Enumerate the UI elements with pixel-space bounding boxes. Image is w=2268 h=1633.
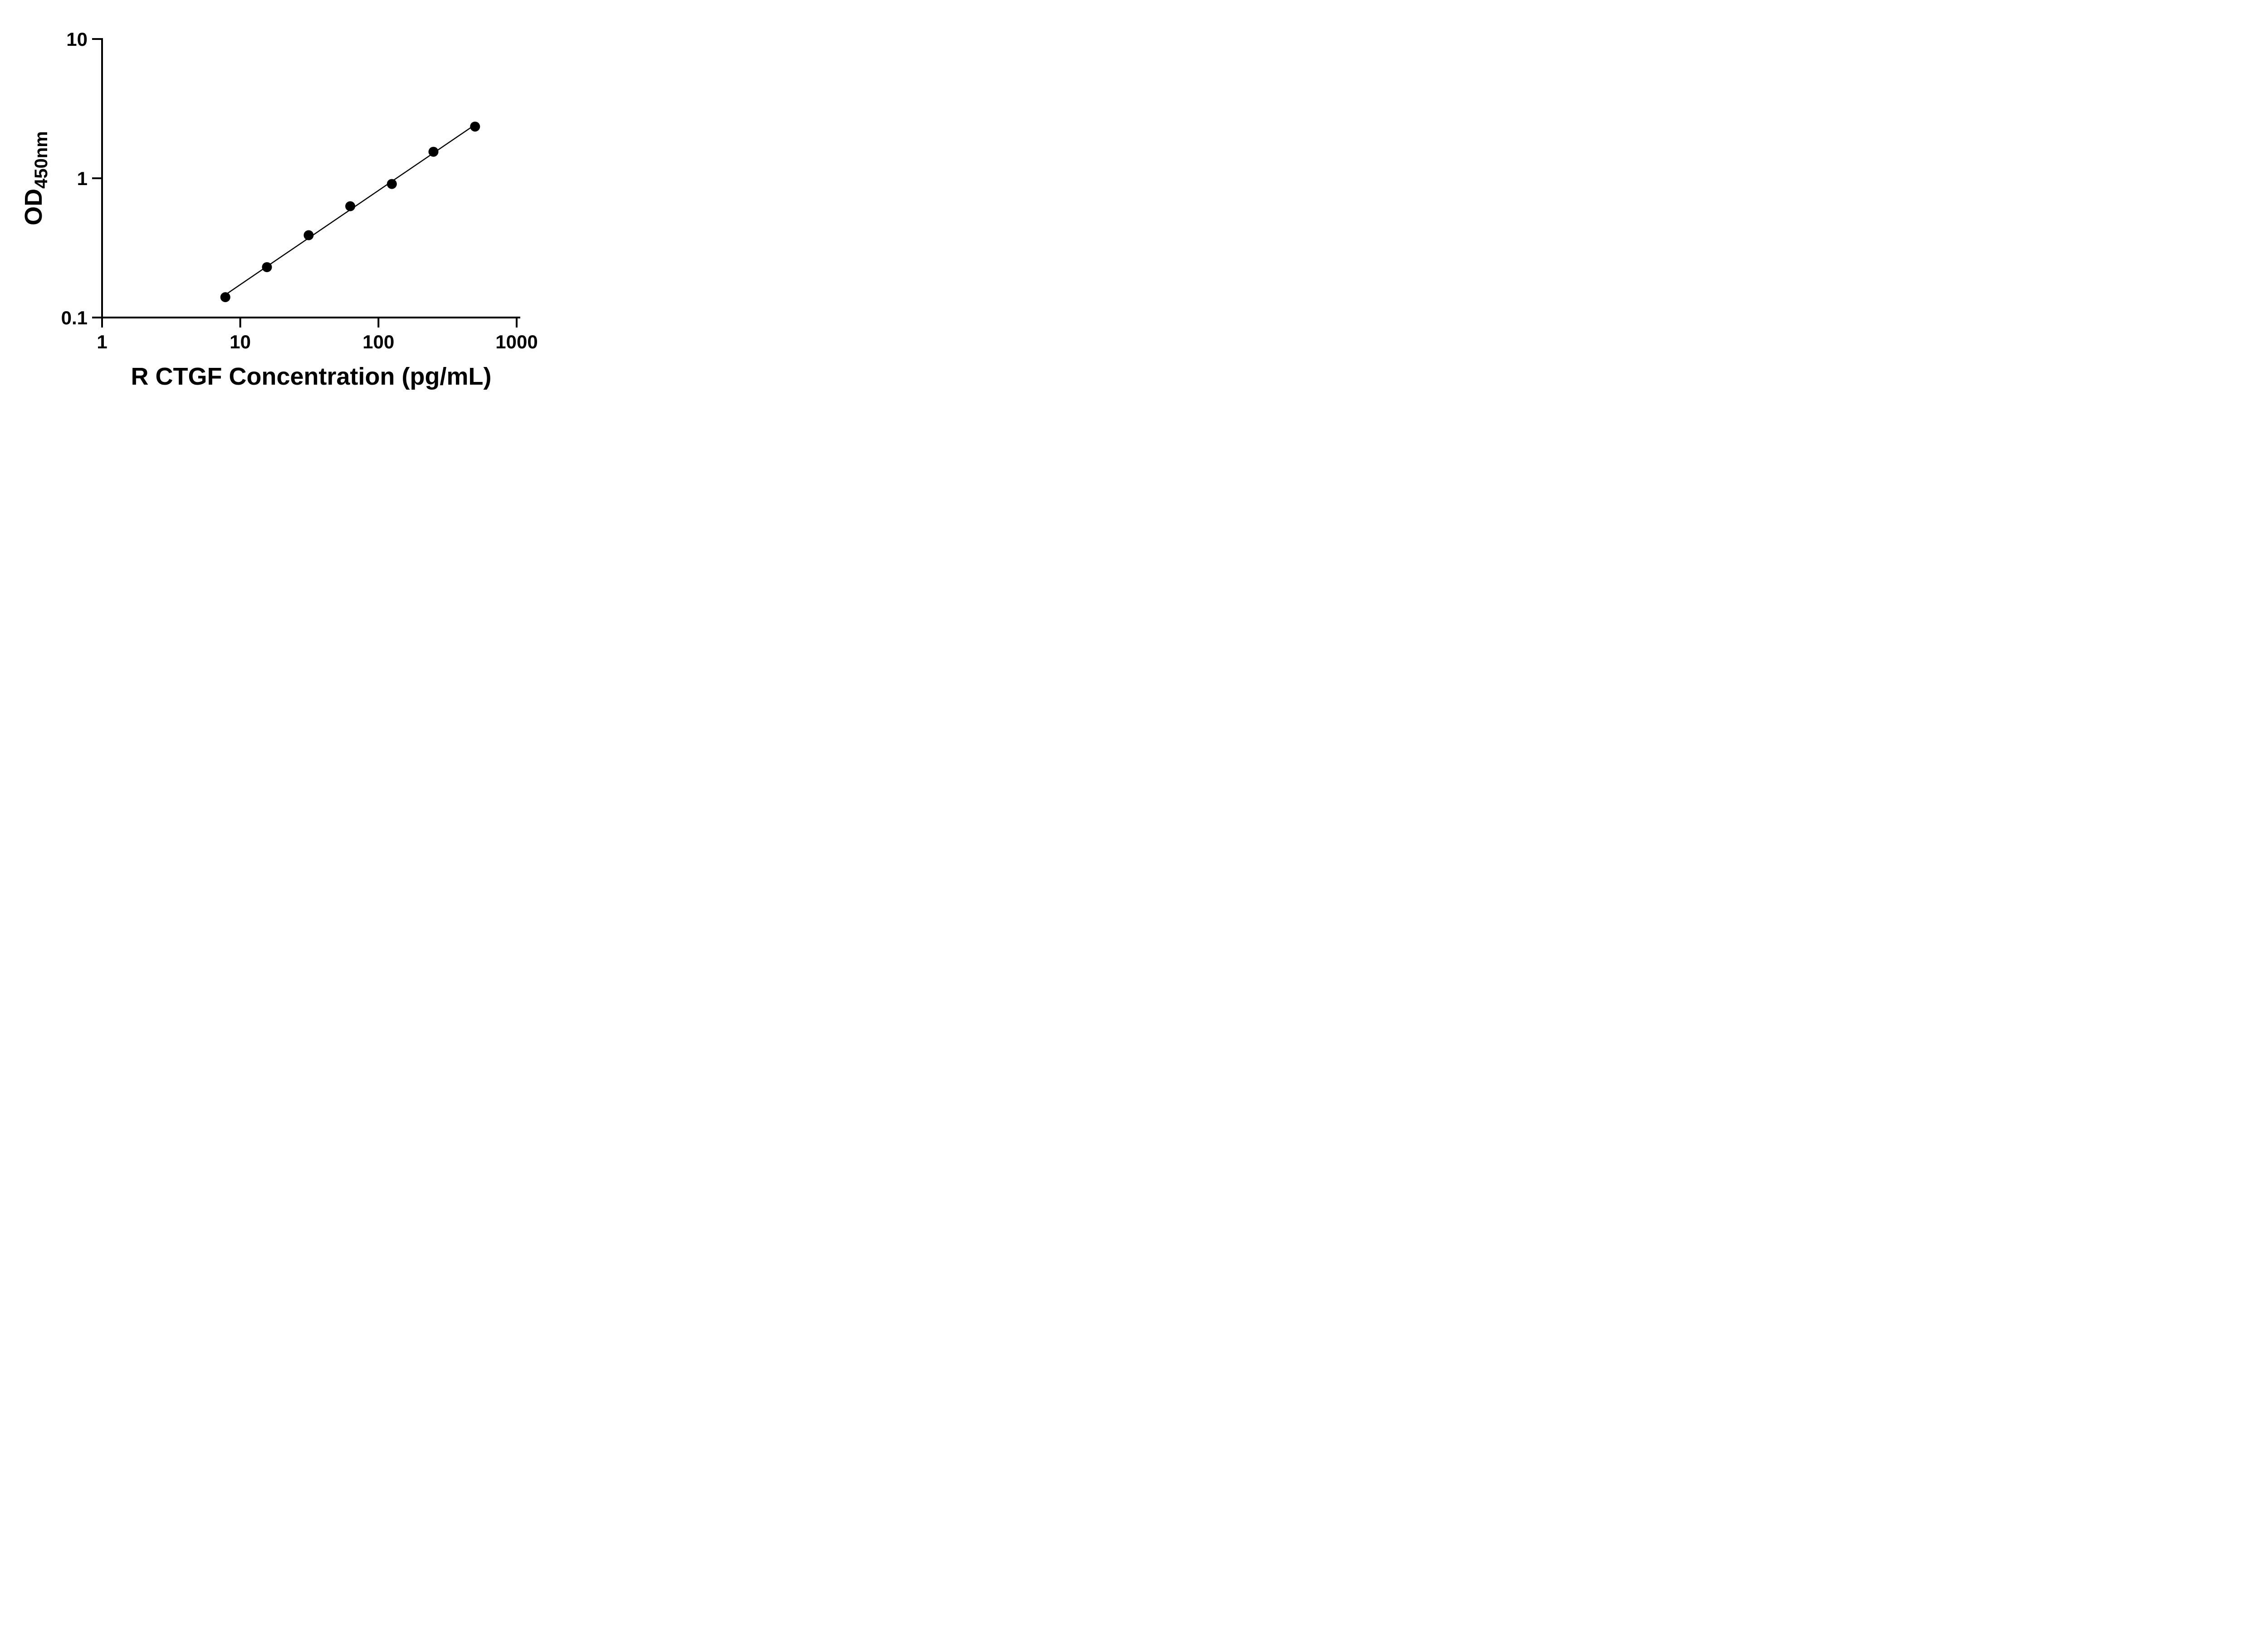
- y-tick-label: 0.1: [61, 307, 88, 328]
- y-tick-label: 10: [66, 29, 88, 50]
- standard-curve-figure: 1 10 100 1000 0.1 1 10 R CTGF Concentration (p…: [0, 0, 572, 408]
- x-tick-label: 100: [362, 331, 394, 352]
- y-axis-title-subscript: 450nm: [31, 131, 51, 189]
- data-point: [386, 179, 397, 189]
- data-point: [220, 292, 230, 303]
- y-axis-title-main: OD: [20, 189, 47, 225]
- x-axis-title: R CTGF Concentration (pg/mL): [131, 363, 492, 390]
- data-point: [428, 147, 439, 157]
- data-point: [345, 201, 356, 211]
- x-tick-label: 1000: [495, 331, 538, 352]
- x-tick-label: 1: [97, 331, 107, 352]
- y-tick-label: 1: [77, 168, 88, 189]
- y-axis-title: OD450nm: [20, 131, 51, 225]
- data-point: [262, 262, 272, 272]
- plot-layer: 1 10 100 1000 0.1 1 10: [61, 29, 538, 352]
- x-tick-label: 10: [230, 331, 251, 352]
- standard-curve-chart: 1 10 100 1000 0.1 1 10 R CTGF Concentration (p…: [20, 29, 538, 390]
- data-point: [303, 230, 314, 240]
- data-point: [470, 122, 480, 132]
